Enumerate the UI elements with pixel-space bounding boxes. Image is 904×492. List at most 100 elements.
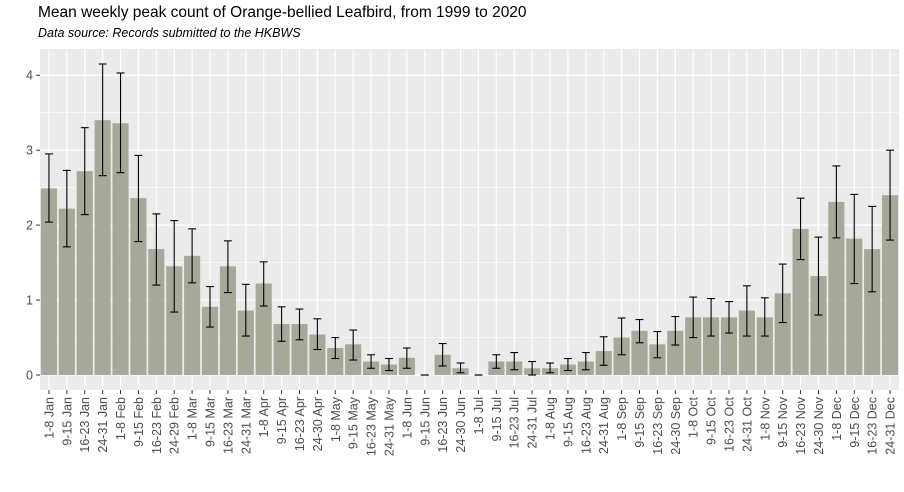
chart-subtitle: Data source: Records submitted to the HK… [38, 26, 301, 40]
bar [58, 208, 75, 376]
x-tick-label: 24-31 Oct [740, 396, 754, 451]
x-tick-label: 1-8 Aug [544, 397, 558, 440]
error-bar [725, 301, 733, 334]
bar [237, 310, 254, 376]
x-tick-label: 1-8 Sep [615, 397, 629, 441]
error-bar [886, 149, 894, 241]
plot-panel [40, 49, 899, 390]
bar [255, 283, 272, 376]
bar [631, 330, 648, 376]
error-bar [295, 308, 304, 341]
x-tick-label: 16-23 Feb [150, 397, 164, 454]
error-bar [742, 285, 751, 337]
y-tick-label: 4 [26, 69, 33, 83]
error-bar [331, 336, 340, 360]
bar [309, 334, 326, 376]
x-tick-label: 24-31 Dec [884, 397, 898, 455]
error-bar [134, 154, 143, 243]
error-bar [563, 357, 572, 372]
x-tick-label: 1-8 Jan [42, 397, 56, 439]
x-tick-label: 24-31 Jul [526, 397, 540, 448]
bar [201, 306, 219, 376]
x-tick-label: 24-30 Jun [454, 397, 468, 453]
error-bar [814, 236, 823, 316]
x-tick-label: 16-23 Jun [436, 397, 450, 453]
x-tick-label: 1-8 Oct [687, 396, 701, 438]
x-tick-label: 24-30 Nov [812, 396, 826, 454]
bar [720, 317, 738, 376]
error-bar [456, 362, 465, 374]
error-bar [850, 193, 859, 285]
x-tick-label: 24-29 Feb [168, 397, 182, 454]
error-bar [581, 351, 590, 371]
error-bar [689, 296, 698, 339]
bar [667, 330, 684, 376]
bar [327, 348, 344, 376]
error-bar [778, 263, 787, 324]
x-tick-label: 24-30 Sep [669, 397, 683, 455]
x-tick-label: 1-8 Dec [830, 397, 844, 441]
error-bar [170, 220, 179, 313]
bar [112, 123, 129, 376]
bar [273, 324, 290, 376]
chart-title: Mean weekly peak count of Orange-bellied… [38, 4, 527, 21]
x-tick-label: 24-30 Apr [311, 397, 325, 451]
error-bar [45, 153, 53, 223]
error-bar [241, 283, 250, 337]
error-bar [80, 127, 89, 216]
bar [130, 198, 147, 376]
x-tick-label: 9-15 Aug [561, 397, 575, 447]
y-tick-label: 1 [26, 294, 33, 308]
x-tick-label: 16-23 Jul [508, 397, 522, 448]
x-tick-label: 16-23 Mar [221, 397, 235, 454]
x-tick-label: 1-8 Jun [400, 397, 414, 439]
y-tick-label: 0 [26, 369, 33, 383]
bar [738, 310, 755, 376]
error-bar [796, 197, 805, 261]
x-tick-label: 9-15 Jul [490, 397, 504, 441]
x-tick-label: 16-23 Aug [579, 397, 593, 454]
bar [291, 324, 308, 376]
error-bar [868, 205, 877, 293]
bar [148, 249, 165, 376]
x-tick-label: 9-15 Jan [60, 397, 74, 446]
bar [219, 266, 236, 376]
bar [864, 249, 881, 376]
bar [76, 171, 93, 376]
x-tick-label: 16-23 Dec [866, 397, 880, 455]
bar [40, 188, 58, 376]
error-bar [653, 330, 662, 359]
error-bar [492, 354, 501, 369]
error-bar [62, 169, 71, 248]
error-bar [671, 316, 680, 346]
error-bar [546, 362, 554, 374]
bar [881, 195, 899, 376]
x-tick-label: 24-31 May [382, 396, 396, 456]
bar [94, 120, 111, 376]
error-bar [313, 318, 322, 351]
error-bar [188, 228, 197, 284]
bar [756, 317, 773, 376]
error-bar [438, 342, 447, 367]
bar [810, 276, 827, 376]
error-bar [617, 317, 626, 356]
error-bar [528, 360, 537, 376]
error-bar [367, 354, 376, 369]
bar [184, 255, 201, 376]
x-tick-label: 9-15 Oct [705, 396, 719, 444]
y-tick-label: 3 [26, 144, 33, 158]
x-tick-label: 9-15 Sep [633, 397, 647, 448]
error-bar [832, 165, 841, 239]
bar [166, 266, 183, 376]
x-tick-label: 16-23 Apr [293, 397, 307, 451]
error-bar [152, 213, 161, 286]
x-tick-label: 1-8 Nov [758, 396, 772, 441]
error-bar [223, 240, 232, 294]
bar [703, 317, 720, 376]
bar [846, 238, 863, 376]
x-tick-label: 16-23 May [365, 396, 379, 456]
error-bar [116, 72, 125, 174]
bar [792, 228, 809, 376]
error-bar [707, 298, 716, 337]
x-tick-label: 24-31 Aug [597, 397, 611, 454]
